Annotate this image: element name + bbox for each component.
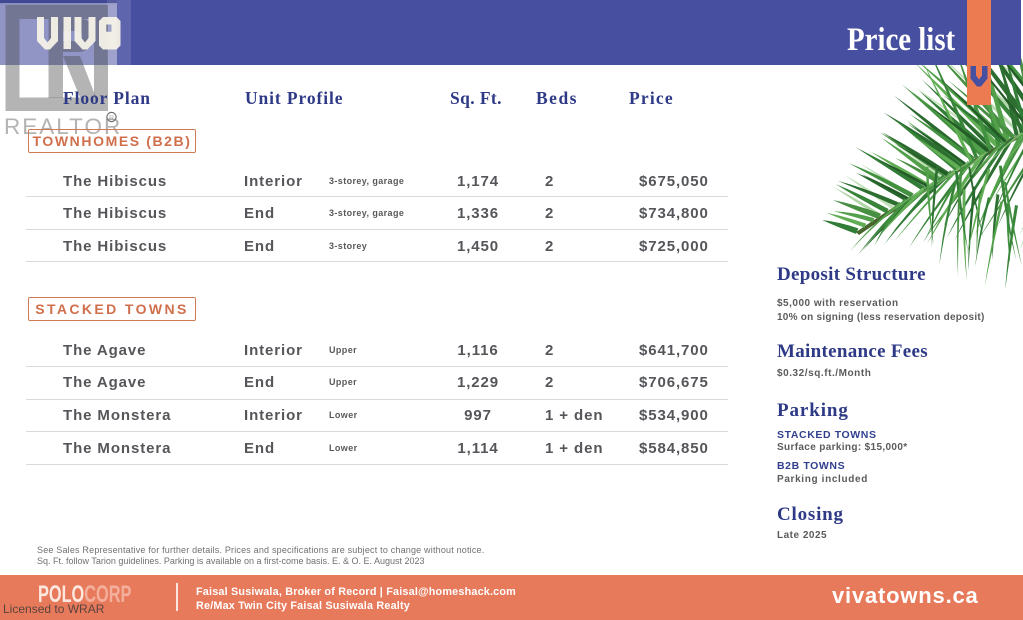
svg-text:REALTOR: REALTOR — [4, 114, 122, 139]
svg-text:R: R — [109, 115, 114, 122]
